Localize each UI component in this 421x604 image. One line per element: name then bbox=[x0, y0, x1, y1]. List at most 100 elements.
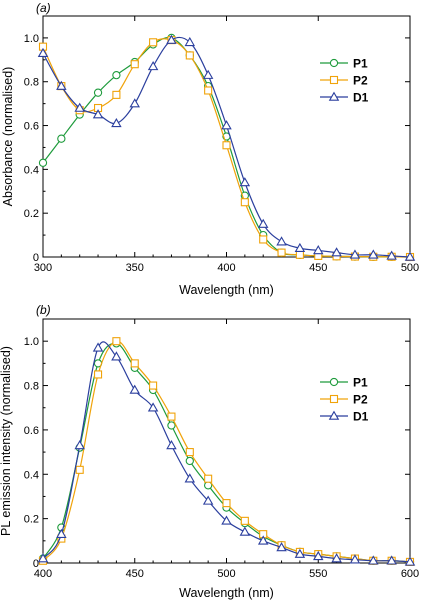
legend-marker bbox=[329, 75, 339, 85]
y-tick-label: 0.6 bbox=[24, 121, 39, 133]
y-tick-label: 0.4 bbox=[24, 164, 39, 176]
y-axis-label: Absorbance (normalised) bbox=[1, 67, 15, 207]
chart-panel-a: (a) 300 350 400 450 500 0 0.2 0.4 0.6 0.8 1.0 Wavele… bbox=[1, 1, 419, 297]
y-tick-label: 0.4 bbox=[24, 469, 39, 481]
data-point-p2 bbox=[240, 516, 249, 525]
data-point-d1 bbox=[129, 384, 140, 394]
x-tick-label: 600 bbox=[401, 568, 419, 580]
data-point-d1 bbox=[37, 553, 49, 563]
data-point-d1 bbox=[184, 473, 196, 483]
data-point-p2 bbox=[149, 38, 158, 47]
data-point-p2 bbox=[185, 448, 194, 457]
data-point-d1 bbox=[257, 218, 269, 228]
data-point-d1 bbox=[111, 117, 122, 128]
data-point-p1 bbox=[167, 421, 176, 430]
data-point-d1 bbox=[239, 177, 251, 187]
x-tick-label: 400 bbox=[34, 568, 52, 580]
data-point-p2 bbox=[185, 51, 194, 60]
data-point-d1 bbox=[202, 69, 214, 79]
legend-label: P1 bbox=[353, 376, 368, 390]
y-tick-label: 0.8 bbox=[24, 381, 39, 393]
y-tick-label: 0.8 bbox=[24, 77, 39, 89]
data-point-d1 bbox=[349, 249, 361, 259]
data-point-p1 bbox=[185, 456, 194, 466]
y-tick-label: 0.6 bbox=[24, 425, 39, 437]
y-tick-label: 1.0 bbox=[24, 33, 39, 45]
plot-frame bbox=[42, 318, 411, 564]
chart-panel-b: (b) 400 450 500 550 600 0 0.2 0.4 0.6 0.8 1.0 Wavele… bbox=[0, 303, 419, 600]
series-d1 bbox=[37, 34, 416, 261]
data-point-d1 bbox=[368, 249, 379, 259]
data-point-d1 bbox=[202, 495, 214, 505]
data-point-p2 bbox=[75, 465, 84, 474]
data-point-p2 bbox=[94, 370, 103, 379]
data-point-p2 bbox=[259, 235, 268, 244]
data-point-d1 bbox=[313, 245, 324, 255]
data-point-p2 bbox=[277, 248, 286, 257]
data-point-d1 bbox=[92, 342, 104, 352]
data-point-p2 bbox=[295, 250, 304, 259]
data-point-p1 bbox=[38, 158, 48, 167]
data-point-p2 bbox=[112, 90, 121, 99]
data-point-d1 bbox=[257, 535, 269, 545]
series-p2 bbox=[38, 337, 415, 566]
x-tick-label: 550 bbox=[309, 568, 327, 580]
data-point-d1 bbox=[129, 98, 140, 108]
data-point-d1 bbox=[349, 554, 361, 564]
legend: P1 P2 D1 bbox=[320, 376, 369, 424]
legend-label: D1 bbox=[353, 410, 369, 424]
x-axis-label: Wavelength (nm) bbox=[179, 283, 274, 297]
data-point-p2 bbox=[204, 474, 213, 483]
data-point-p2 bbox=[204, 86, 213, 95]
data-point-p1 bbox=[93, 88, 103, 97]
legend-marker bbox=[329, 377, 339, 387]
x-tick-label: 450 bbox=[126, 568, 144, 580]
data-point-d1 bbox=[74, 440, 85, 450]
data-point-d1 bbox=[56, 80, 67, 90]
y-tick-label: 0 bbox=[33, 558, 39, 570]
data-point-d1 bbox=[184, 36, 196, 47]
legend-label: D1 bbox=[353, 91, 369, 105]
data-point-d1 bbox=[331, 553, 342, 563]
data-point-d1 bbox=[386, 555, 397, 565]
data-point-d1 bbox=[294, 548, 306, 558]
y-tick-label: 0 bbox=[33, 252, 39, 264]
data-point-p2 bbox=[240, 198, 249, 207]
x-tick-label: 500 bbox=[401, 262, 419, 274]
data-point-d1 bbox=[404, 251, 416, 261]
data-point-d1 bbox=[166, 34, 177, 44]
data-point-p2 bbox=[130, 60, 139, 69]
data-point-p2 bbox=[149, 381, 158, 390]
x-axis-label: Wavelength (nm) bbox=[179, 586, 274, 600]
legend-label: P2 bbox=[353, 393, 368, 407]
x-tick-label: 300 bbox=[34, 262, 52, 274]
y-tick-label: 0.2 bbox=[24, 208, 39, 220]
data-point-d1 bbox=[56, 528, 67, 538]
x-tick-label: 450 bbox=[309, 262, 327, 274]
data-point-d1 bbox=[37, 47, 49, 58]
data-point-d1 bbox=[386, 250, 397, 260]
data-point-d1 bbox=[221, 515, 232, 525]
data-point-p2 bbox=[222, 141, 231, 150]
data-point-d1 bbox=[111, 351, 122, 361]
data-point-d1 bbox=[294, 242, 306, 253]
y-axis-label: PL emission intensity (normalised) bbox=[0, 346, 13, 536]
data-point-d1 bbox=[92, 109, 104, 119]
data-point-d1 bbox=[368, 555, 379, 565]
data-point-p1 bbox=[112, 71, 121, 80]
x-tick-label: 500 bbox=[217, 568, 235, 580]
data-point-d1 bbox=[221, 120, 232, 130]
legend-marker bbox=[328, 410, 340, 420]
data-point-d1 bbox=[166, 440, 177, 450]
legend-marker bbox=[329, 58, 339, 68]
legend-marker bbox=[328, 91, 340, 101]
legend-marker bbox=[329, 394, 339, 404]
data-point-d1 bbox=[276, 542, 287, 552]
data-point-d1 bbox=[313, 550, 324, 561]
data-point-d1 bbox=[147, 60, 159, 71]
y-tick-label: 0.2 bbox=[24, 514, 39, 526]
data-point-p2 bbox=[222, 499, 231, 508]
data-point-d1 bbox=[239, 526, 251, 536]
data-point-p1 bbox=[57, 134, 66, 143]
